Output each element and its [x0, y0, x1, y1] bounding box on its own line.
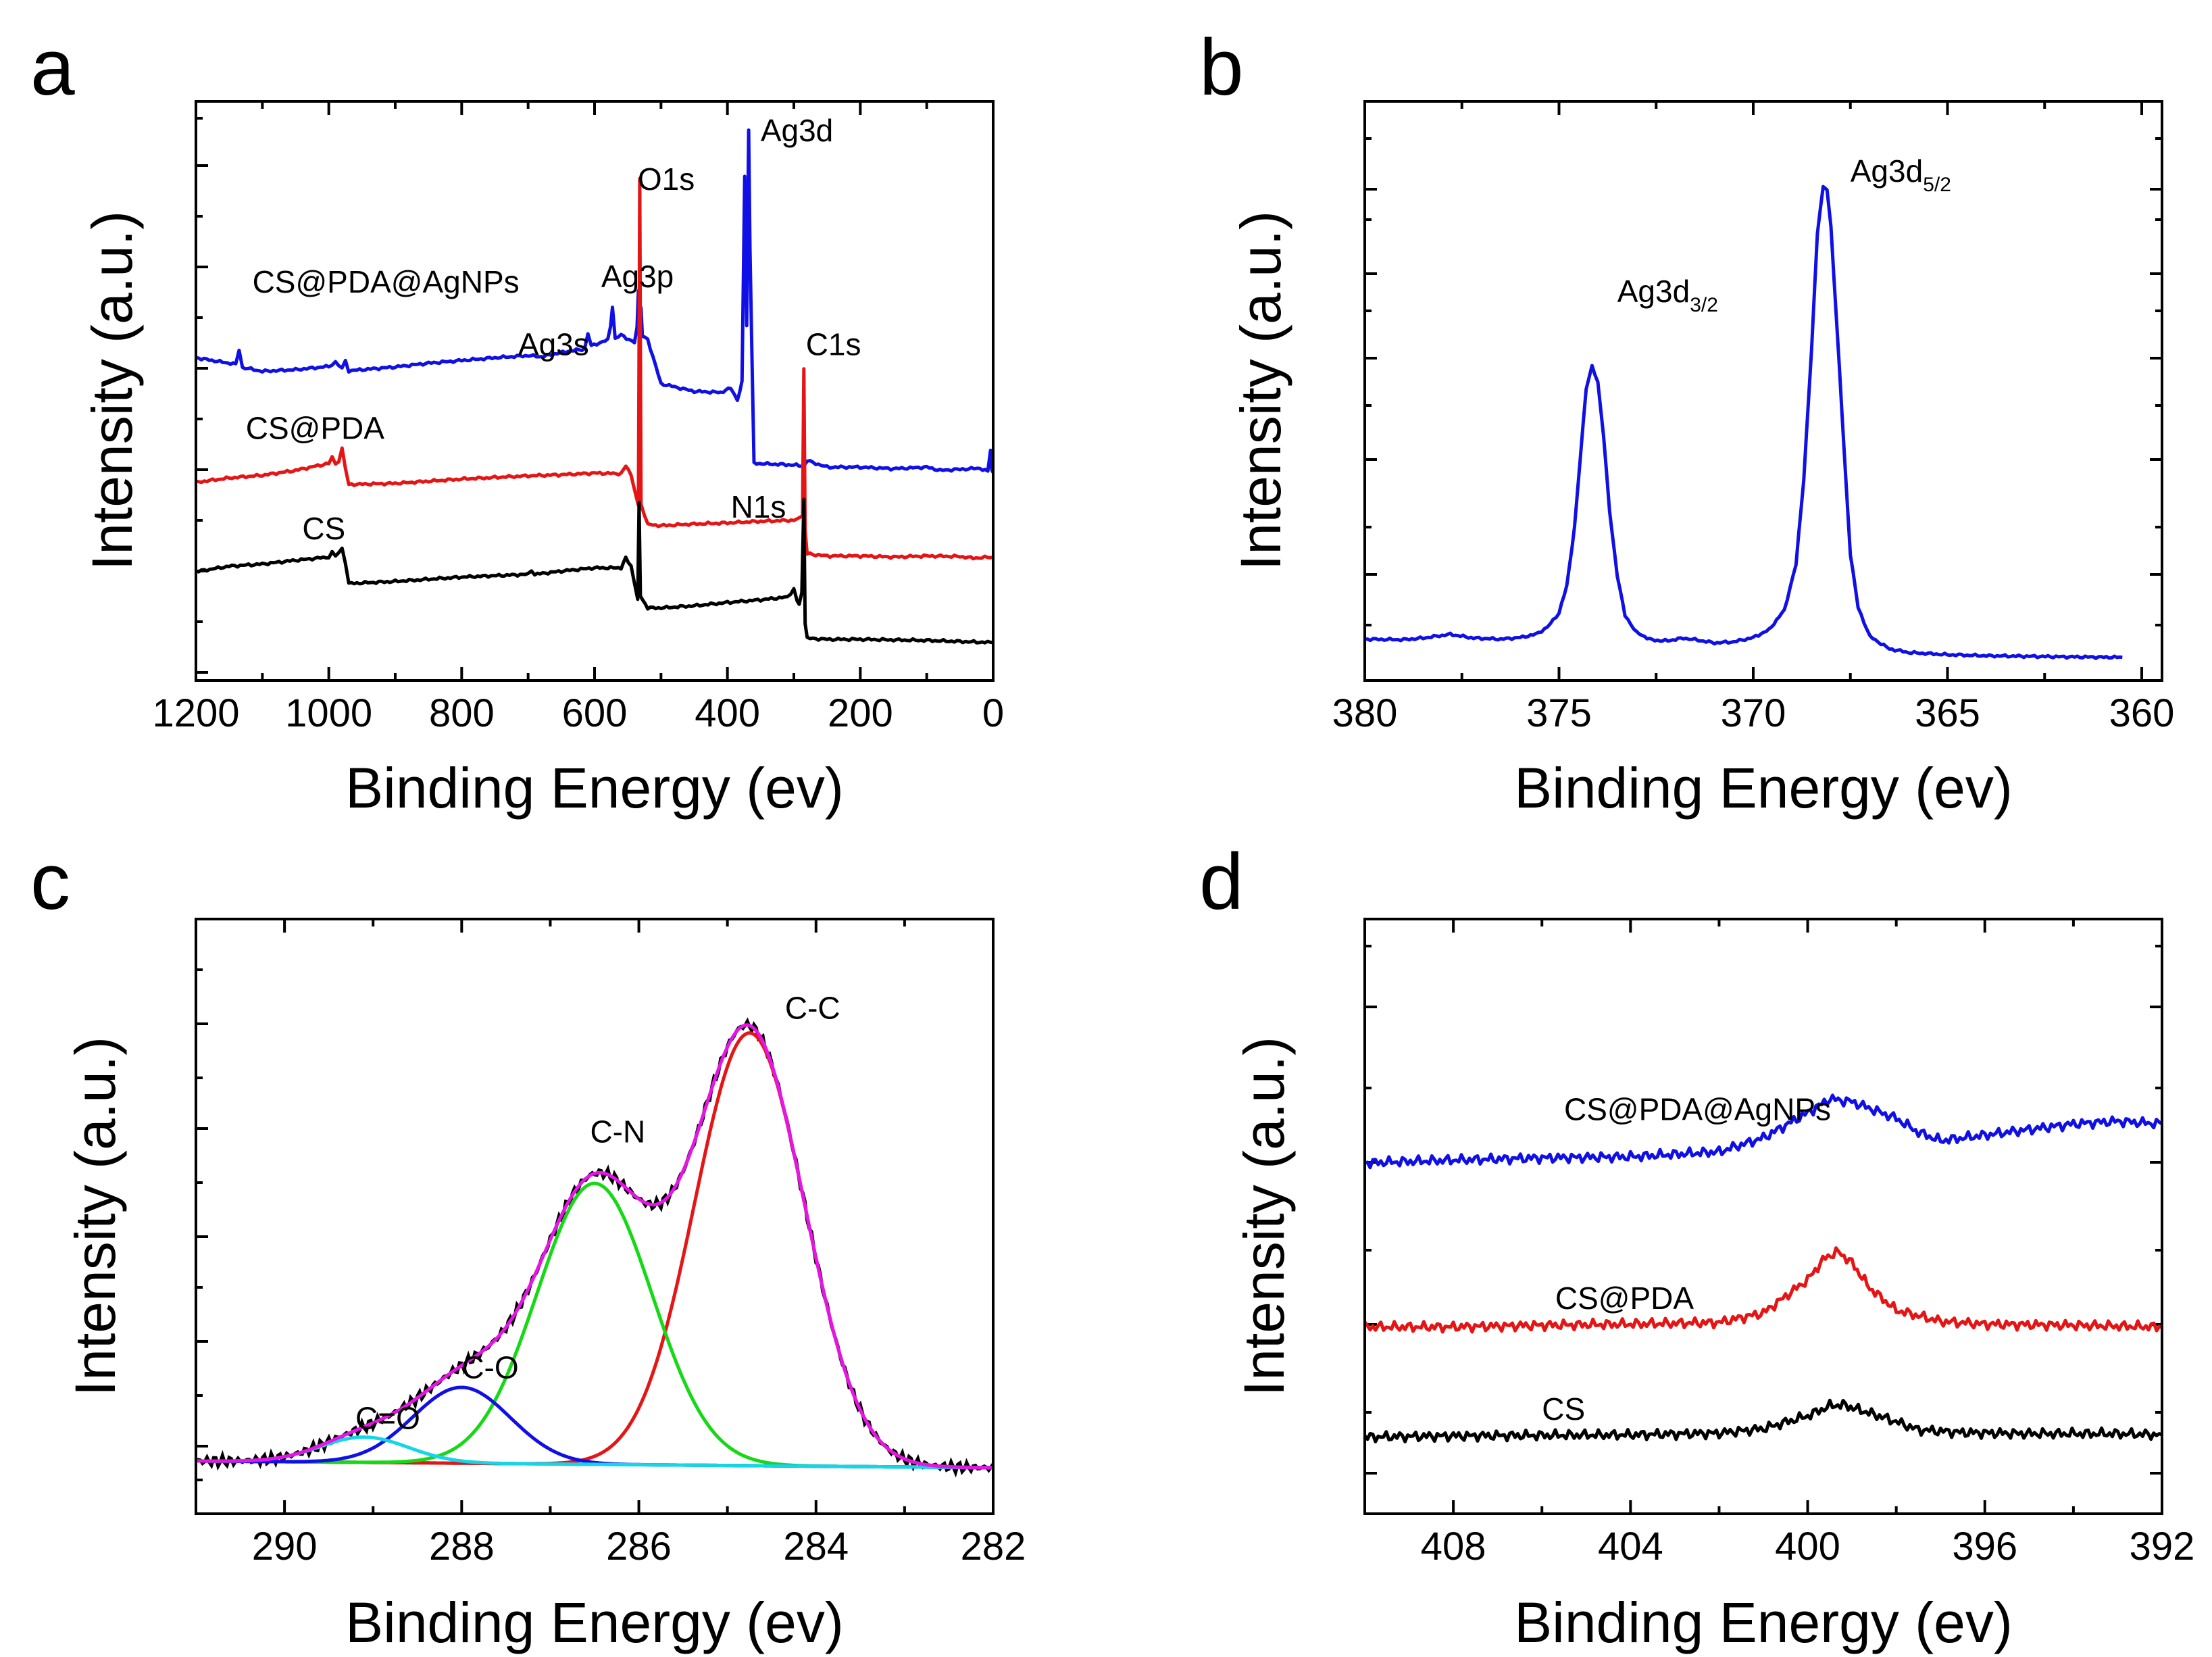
annotation-subscript: 3/2	[1690, 294, 1718, 316]
x-tick-label: 284	[783, 1525, 849, 1568]
panel-label-c: c	[30, 837, 70, 926]
panel-c-y-ticks	[196, 968, 208, 1481]
panel-a-x-ticks: 1200 1000 800 600 400 200 0	[152, 101, 1004, 735]
series-ag3d	[1364, 184, 2123, 660]
annotation-ag3s: Ag3s	[518, 326, 589, 362]
panel-c-plot-frame	[195, 918, 995, 1515]
annotation-c1s: C1s	[806, 326, 861, 362]
panel-b-x-ticks: 380 375 370 365 360	[1332, 101, 2175, 735]
panel-d-x-axis-title: Binding Energy (ev)	[1514, 1591, 2013, 1654]
panel-b-plot-frame	[1363, 100, 2163, 682]
x-tick-label: 1200	[152, 691, 239, 735]
x-tick-label: 396	[1952, 1525, 2017, 1568]
panel-d-n1s-spectrum: d 408 404 400 396 392 CS@PDA@AgNPs CS@PDA CS B…	[1199, 837, 2194, 1654]
series-cs	[1363, 1398, 2163, 1443]
panel-b-y-ticks	[1365, 137, 2162, 626]
panel-a-plot-frame	[195, 100, 995, 682]
annotation-ag3d: Ag3d5/2	[1851, 153, 1951, 196]
x-tick-label: 0	[982, 691, 1004, 735]
annotation-subscript: 5/2	[1923, 174, 1951, 196]
x-tick-label: 600	[562, 691, 628, 735]
annotation-ag3p: Ag3p	[601, 259, 674, 294]
panel-a-x-axis-title: Binding Energy (ev)	[345, 756, 844, 820]
panel-d-series	[1363, 1093, 2163, 1443]
series-cs-pda-agnps	[1364, 1093, 2163, 1170]
annotation-c-o: C=O	[355, 1401, 420, 1436]
panel-b-annotations: Ag3d3/2 Ag3d5/2	[1617, 153, 1951, 316]
series-cs-pda	[1363, 1246, 2163, 1334]
x-tick-label: 408	[1421, 1525, 1486, 1568]
panel-c-x-ticks: 290 288 286 284 282	[252, 919, 1026, 1568]
x-tick-label: 400	[695, 691, 760, 735]
annotation-ag3d: Ag3d3/2	[1617, 274, 1718, 316]
annotation-ag3d: Ag3d	[761, 113, 833, 148]
x-tick-label: 1000	[285, 691, 372, 735]
panel-b-x-axis-title: Binding Energy (ev)	[1514, 756, 2013, 820]
x-tick-label: 200	[828, 691, 893, 735]
annotation-cs-pda-agnps: CS@PDA@AgNPs	[1564, 1091, 1831, 1127]
panel-a-y-axis-title: Intensity (a.u.)	[80, 211, 144, 570]
annotation-c-c: C-C	[785, 990, 840, 1025]
panel-b-series	[1364, 184, 2123, 660]
series-cs-pda	[195, 176, 994, 561]
panel-a-series	[195, 128, 995, 645]
panel-d-y-ticks	[1365, 945, 2162, 1475]
panel-c-x-axis-title: Binding Energy (ev)	[345, 1591, 844, 1654]
series-cs	[195, 497, 994, 645]
x-tick-label: 365	[1915, 691, 1980, 735]
series-envelope	[196, 1023, 994, 1470]
panel-c-c1s-spectrum: c 290 288 286 284 282 C-C C-N C-O C=O Binding E…	[30, 837, 1026, 1654]
panel-b-ag3d-spectrum: b 380 375 370 365 360 Ag3d3/2 Ag3d5/2 Binding…	[1199, 23, 2174, 820]
x-tick-label: 286	[606, 1525, 672, 1568]
x-tick-label: 375	[1526, 691, 1592, 735]
x-tick-label: 404	[1598, 1525, 1663, 1568]
annotation-o1s: O1s	[638, 162, 695, 197]
panel-a-annotations: CS@PDA@AgNPs CS@PDA CS Ag3s Ag3p O1s Ag3d C1s N1…	[246, 113, 861, 546]
panel-label-d: d	[1199, 837, 1244, 926]
x-tick-label: 800	[429, 691, 495, 735]
panel-d-annotations: CS@PDA@AgNPs CS@PDA CS	[1542, 1091, 1831, 1426]
x-tick-label: 380	[1332, 691, 1398, 735]
x-tick-label: 400	[1775, 1525, 1840, 1568]
annotation-n1s: N1s	[731, 489, 786, 524]
panel-a-y-ticks	[196, 117, 208, 674]
peak-c-n	[195, 1181, 993, 1470]
panel-a-survey-spectrum: a 1200 1000 800 600 400 200 0 CS@PDA@AgNPsCS@P…	[30, 23, 1004, 820]
panel-b-y-axis-title: Intensity (a.u.)	[1229, 211, 1292, 570]
annotation-cs: CS	[302, 511, 345, 546]
panel-label-b: b	[1199, 23, 1244, 112]
panel-label-a: a	[30, 23, 75, 112]
annotation-cs: CS	[1542, 1391, 1585, 1427]
x-tick-label: 370	[1721, 691, 1786, 735]
panel-d-x-ticks: 408 404 400 396 392	[1421, 919, 2195, 1568]
series-raw-data	[195, 1017, 995, 1478]
annotation-cs-pda: CS@PDA	[1555, 1281, 1694, 1316]
x-tick-label: 392	[2130, 1525, 2195, 1568]
annotation-c-o: C-O	[461, 1350, 518, 1385]
annotation-cs-pda-agnps: CS@PDA@AgNPs	[253, 264, 520, 299]
annotation-c-n: C-N	[590, 1114, 645, 1149]
panel-c-y-axis-title: Intensity (a.u.)	[64, 1037, 127, 1396]
panel-c-annotations: C-C C-N C-O C=O	[355, 990, 840, 1435]
x-tick-label: 288	[429, 1525, 495, 1568]
series-cs-pda-agnps	[195, 128, 995, 474]
panel-c-series	[195, 1017, 995, 1478]
panel-d-y-axis-title: Intensity (a.u.)	[1232, 1037, 1296, 1396]
x-tick-label: 290	[252, 1525, 318, 1568]
x-tick-label: 360	[2109, 691, 2175, 735]
panel-d-plot-frame	[1363, 918, 2163, 1515]
peak-c-c	[195, 1031, 994, 1470]
x-tick-label: 282	[961, 1525, 1026, 1568]
annotation-cs-pda: CS@PDA	[246, 411, 384, 446]
